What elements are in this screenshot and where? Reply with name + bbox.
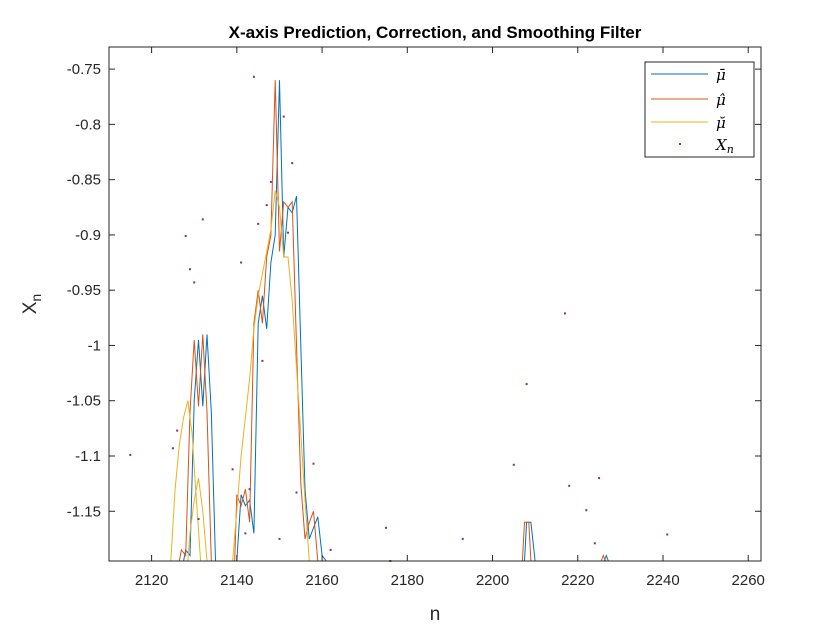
data-point-31 — [585, 509, 588, 512]
legend: μ̄ μ̂ μ̆ Xn — [644, 61, 755, 158]
y-axis-label-main: X — [20, 301, 41, 314]
x-tick-label-7: 2260 — [732, 572, 765, 589]
data-point-28 — [525, 383, 528, 386]
data-point-2 — [176, 429, 179, 432]
y-axis-label-sub: n — [28, 294, 44, 302]
y-tick-label-3: -0.9 — [75, 227, 101, 244]
data-point-3 — [184, 235, 187, 237]
y-ticks: -0.75 -0.8 -0.85 -0.9 -0.95 -1 -1.05 -1.1 -1.15 — [67, 61, 761, 520]
x-tick-label-5: 2220 — [561, 572, 594, 589]
data-point-11 — [248, 488, 251, 491]
data-point-1 — [171, 447, 174, 450]
y-axis-label: Xn — [20, 294, 44, 314]
axes-box — [108, 46, 762, 562]
y-tick-label-4: -0.95 — [67, 282, 101, 299]
y-tick-label-5: -1 — [88, 337, 101, 354]
data-point-7 — [201, 218, 204, 221]
y-tick-label-6: -1.05 — [67, 393, 101, 410]
x-tick-label-6: 2240 — [646, 572, 679, 589]
data-point-14 — [261, 359, 264, 362]
data-point-23 — [329, 548, 332, 551]
data-point-17 — [278, 537, 281, 540]
data-point-32 — [593, 542, 596, 545]
data-point-27 — [512, 463, 515, 466]
legend-swatch-xn-marker — [679, 143, 681, 145]
data-point-22 — [312, 462, 315, 465]
data-point-33 — [598, 477, 601, 480]
data-point-10 — [244, 532, 247, 535]
series-2 — [170, 190, 310, 562]
data-point-9 — [240, 261, 243, 264]
legend-box — [644, 61, 755, 158]
data-point-19 — [287, 231, 289, 234]
legend-label-mu-breve: μ̆ — [716, 114, 726, 132]
data-point-30 — [568, 484, 571, 487]
data-point-26 — [461, 537, 464, 540]
x-axis-label: n — [430, 604, 441, 625]
legend-label-mu-hat: μ̂ — [716, 91, 726, 109]
x-tick-label-3: 2180 — [391, 572, 424, 589]
y-tick-label-7: -1.1 — [75, 448, 101, 465]
data-point-15 — [265, 204, 268, 207]
series-2-line-1 — [187, 478, 208, 562]
x-tick-label-2: 2160 — [305, 572, 338, 589]
data-point-18 — [282, 115, 285, 118]
legend-label-xn: Xn — [715, 136, 734, 156]
data-point-5 — [193, 281, 196, 284]
data-point-6 — [197, 518, 200, 520]
y-tick-label-8: -1.15 — [67, 503, 101, 520]
data-point-29 — [564, 312, 566, 315]
y-tick-label-1: -0.8 — [75, 116, 101, 133]
chart-title: X-axis Prediction, Correction, and Smoot… — [229, 23, 642, 42]
y-tick-label-0: -0.75 — [67, 61, 101, 78]
data-point-8 — [231, 468, 234, 471]
series-3 — [129, 75, 669, 562]
data-point-20 — [291, 162, 294, 165]
data-point-24 — [385, 526, 387, 529]
x-tick-label-1: 2140 — [220, 572, 253, 589]
series-2-line-0 — [170, 190, 310, 562]
data-point-12 — [252, 75, 255, 78]
data-point-0 — [129, 453, 132, 456]
x-tick-label-4: 2200 — [476, 572, 509, 589]
data-point-34 — [666, 533, 669, 536]
svg-text:Xn: Xn — [20, 294, 44, 314]
data-point-4 — [189, 268, 191, 271]
data-point-13 — [257, 222, 260, 225]
x-tick-label-0: 2120 — [135, 572, 168, 589]
y-tick-label-2: -0.85 — [67, 172, 101, 189]
x-ticks: 2120 2140 2160 2180 2200 2220 2240 2260 — [135, 47, 765, 589]
data-point-16 — [269, 180, 272, 183]
legend-label-mu-bar: μ̄ — [716, 66, 726, 84]
data-point-21 — [295, 491, 298, 494]
